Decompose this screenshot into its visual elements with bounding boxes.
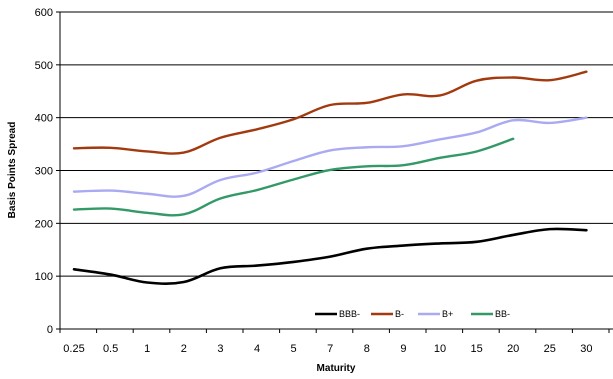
gridlines <box>60 11 613 277</box>
y-tick-label: 400 <box>35 113 53 125</box>
legend-label: BB- <box>495 309 510 319</box>
series-line-bbb-minus <box>72 227 588 286</box>
series-line-b-minus <box>72 70 588 155</box>
legend-label: BBB- <box>339 309 360 319</box>
x-tick-label: 9 <box>400 343 406 355</box>
x-tick-label: 10 <box>434 343 446 355</box>
y-tick-label: 0 <box>47 324 53 336</box>
legend-label: B- <box>395 309 404 319</box>
x-tick-label: 30 <box>580 343 592 355</box>
x-tick-label: 0.25 <box>63 343 84 355</box>
x-tick-label: 5 <box>291 343 297 355</box>
series-line-bb-minus <box>72 137 515 217</box>
x-tick-label: 15 <box>470 343 482 355</box>
y-tick-label: 300 <box>35 166 53 178</box>
x-tick-label: 2 <box>181 343 187 355</box>
y-tick-label: 100 <box>35 271 53 283</box>
x-tick-label: 25 <box>544 343 556 355</box>
legend-label: B+ <box>442 309 453 319</box>
y-tick-label: 500 <box>35 60 53 72</box>
x-tick-label: 0.5 <box>103 343 118 355</box>
x-tick-label: 8 <box>364 343 370 355</box>
x-axis-title: Maturity <box>317 363 356 374</box>
x-tick-label: 7 <box>327 343 333 355</box>
series-line-b-minus <box>72 116 588 198</box>
y-tick-label: 200 <box>35 218 53 230</box>
x-tick-label: 3 <box>217 343 223 355</box>
y-tick-label: 600 <box>35 7 53 19</box>
series-lines <box>72 70 588 286</box>
x-tick-label: 20 <box>507 343 519 355</box>
x-axis-ticks: 0.25 0.5 1 2 3 4 5 7 8 9 10 15 20 25 30 <box>59 329 610 355</box>
y-axis-title: Basis Points Spread <box>7 122 18 219</box>
x-tick-label: 4 <box>254 343 260 355</box>
y-axis-ticks: 0 100 200 300 400 500 600 <box>35 7 60 336</box>
legend: BBB- B- B+ BB- <box>315 309 510 319</box>
x-tick-label: 1 <box>144 343 150 355</box>
